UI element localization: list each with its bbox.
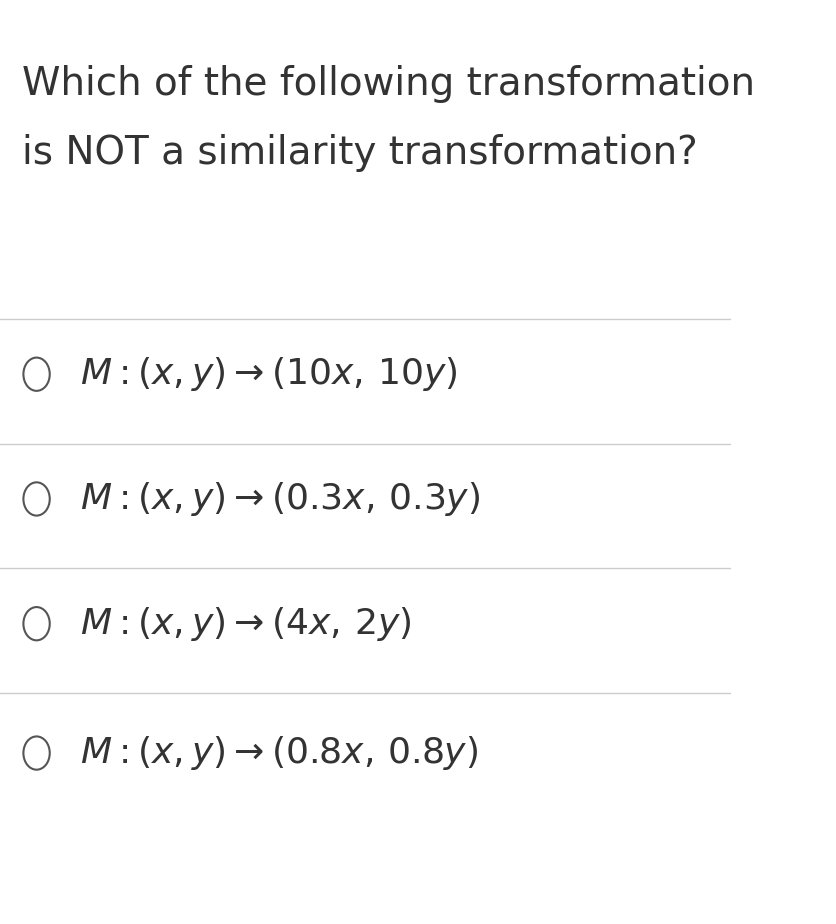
Text: $M{:}(x,y) \rightarrow (0.8x,\,0.8y)$: $M{:}(x,y) \rightarrow (0.8x,\,0.8y)$ bbox=[80, 734, 479, 772]
Text: Which of the following transformation: Which of the following transformation bbox=[22, 65, 755, 103]
Text: $M{:}(x,y) \rightarrow (0.3x,\,0.3y)$: $M{:}(x,y) \rightarrow (0.3x,\,0.3y)$ bbox=[80, 480, 481, 518]
Text: is NOT a similarity transformation?: is NOT a similarity transformation? bbox=[22, 134, 698, 172]
Text: $M{:}(x,y) \rightarrow (10x,\,10y)$: $M{:}(x,y) \rightarrow (10x,\,10y)$ bbox=[80, 355, 458, 394]
Text: $M{:}(x,y) \rightarrow (4x,\,2y)$: $M{:}(x,y) \rightarrow (4x,\,2y)$ bbox=[80, 604, 412, 643]
